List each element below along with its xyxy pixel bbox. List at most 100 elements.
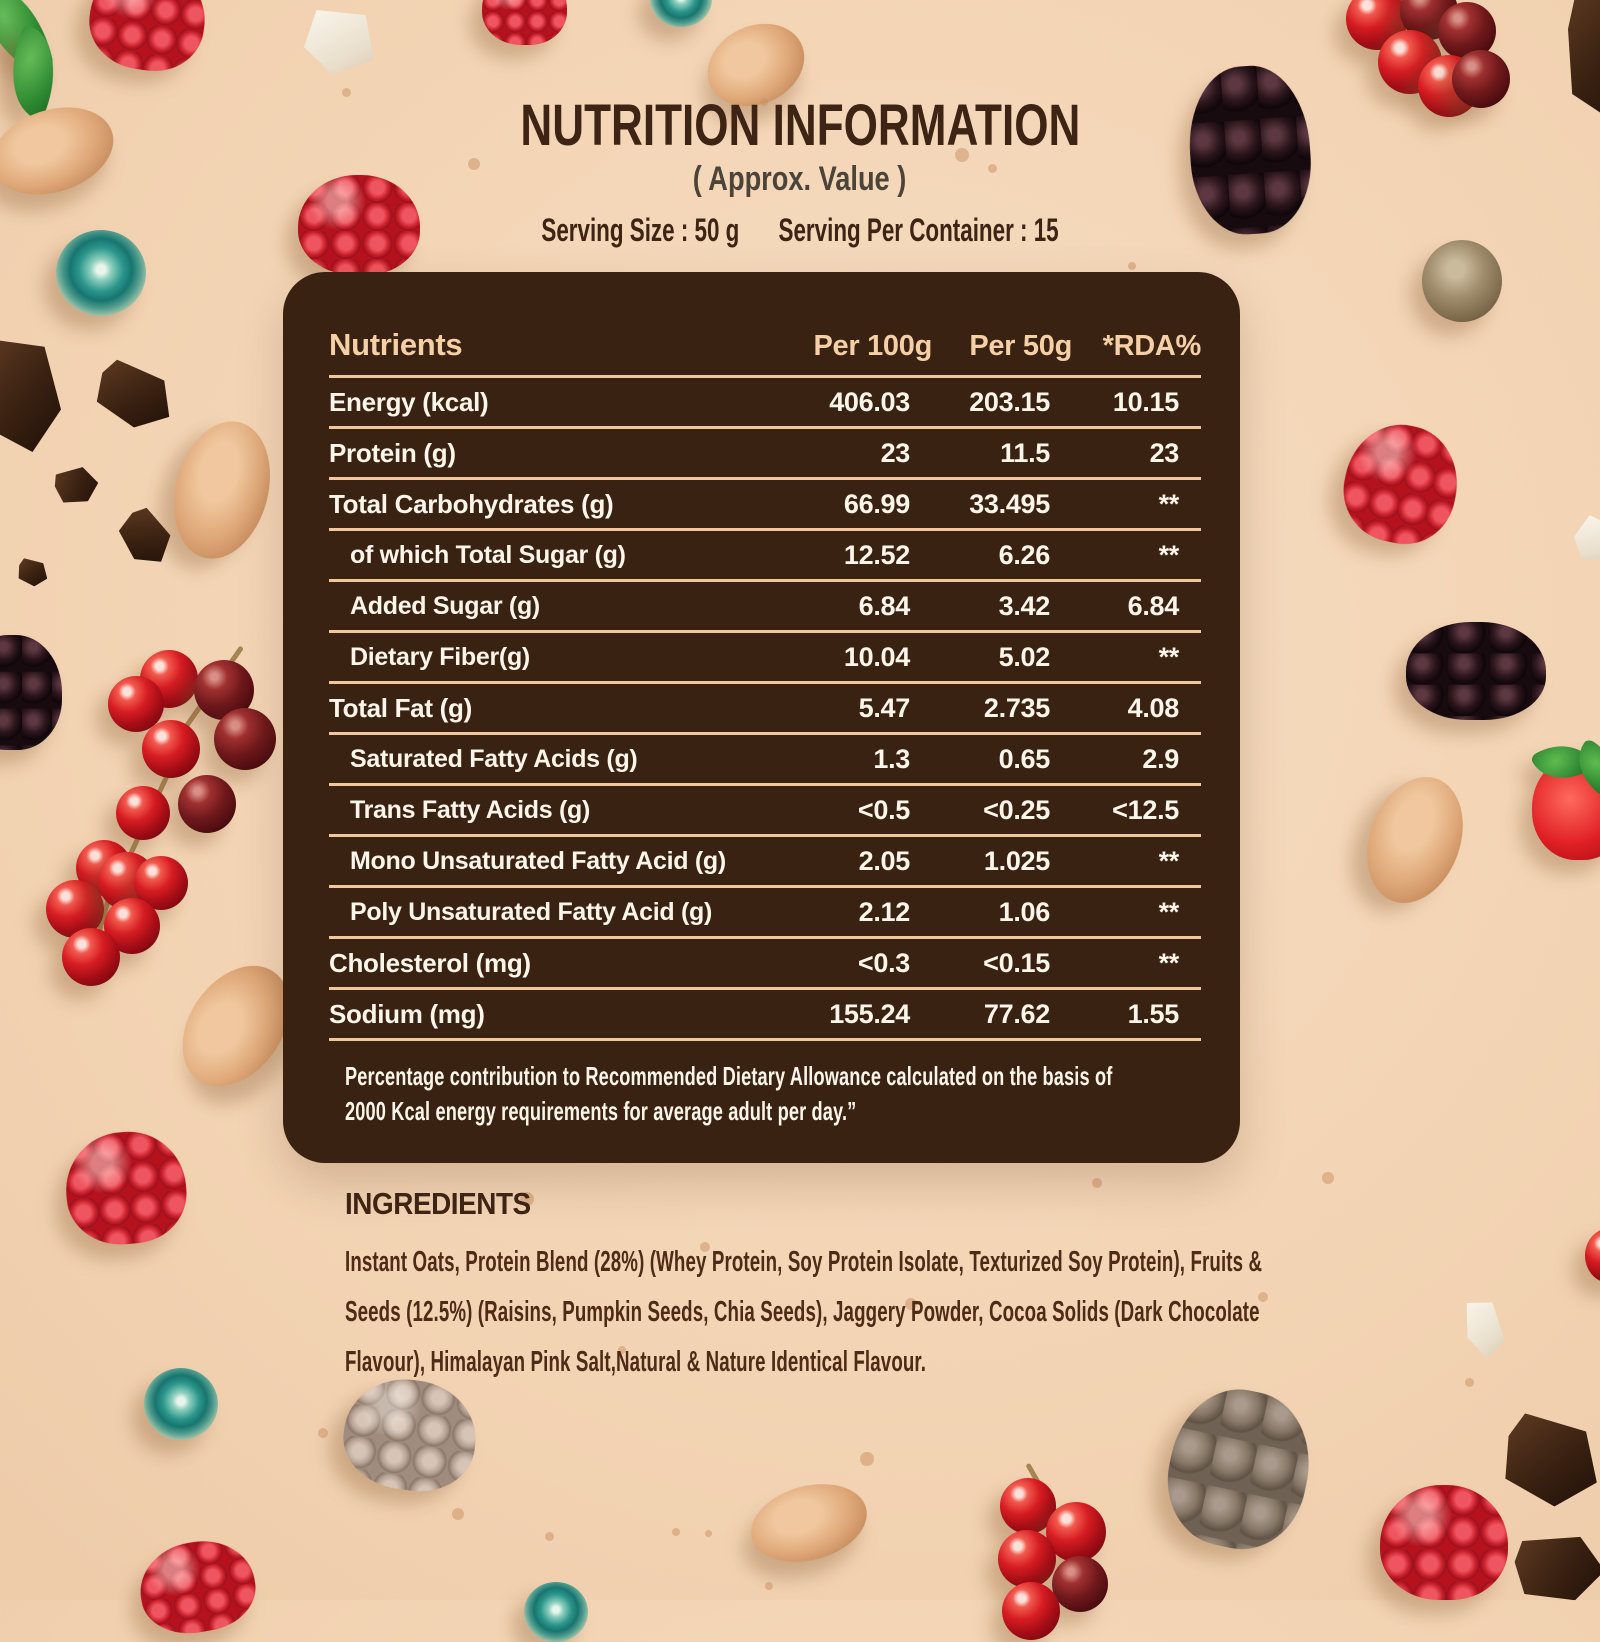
nutrient-label: Poly Unsaturated Fatty Acid (g): [350, 897, 713, 926]
value-per-50g: 3.42: [998, 590, 1051, 621]
blackberry-icon: [1406, 622, 1546, 720]
speckle-dot: [545, 1532, 554, 1541]
value-per-100g: 23: [880, 437, 911, 468]
value-rda: **: [1158, 641, 1180, 672]
speckle-dot: [1322, 1172, 1334, 1184]
table-row: Energy (kcal) 406.03 203.15 10.15: [329, 378, 1201, 429]
speckle-dot: [1128, 262, 1136, 270]
red-currant-icon: [998, 1530, 1056, 1588]
value-per-50g: 2.735: [983, 692, 1050, 723]
serving-size: Serving Size : 50 g: [541, 212, 740, 248]
speckle-dot: [318, 1428, 328, 1438]
red-currant-icon: [142, 720, 200, 778]
red-currant-icon: [1452, 50, 1510, 108]
rda-footnote: Percentage contribution to Recommended D…: [345, 1061, 1113, 1126]
table-row: Dietary Fiber(g) 10.04 5.02 **: [329, 633, 1201, 684]
value-per-50g: 77.62: [983, 998, 1050, 1029]
serving-info: Serving Size : 50 g Serving Per Containe…: [240, 212, 1360, 249]
speckle-dot: [860, 1452, 874, 1466]
value-per-50g: 203.15: [969, 386, 1050, 417]
value-per-100g: 155.24: [829, 998, 910, 1029]
ingredients-section: INGREDIENTS Instant Oats, Protein Blend …: [345, 1186, 1600, 1388]
table-row: Cholesterol (mg) <0.3 <0.15 **: [329, 939, 1201, 990]
red-currant-icon: [62, 928, 120, 986]
value-per-100g: 2.12: [858, 896, 911, 927]
blueberry-icon: [56, 230, 146, 316]
value-per-50g: 1.025: [983, 845, 1050, 876]
nutrient-label: Total Carbohydrates (g): [329, 488, 614, 519]
raspberry-icon: [298, 175, 420, 275]
speckle-dot: [452, 1508, 464, 1520]
value-rda: **: [1158, 896, 1180, 927]
value-rda: **: [1158, 488, 1180, 519]
value-per-50g: 33.495: [969, 488, 1050, 519]
roasted-berry-icon: [1422, 240, 1502, 322]
value-per-100g: <0.5: [857, 794, 910, 825]
table-row: Saturated Fatty Acids (g) 1.3 0.65 2.9: [329, 735, 1201, 786]
raspberry-icon: [1380, 1485, 1508, 1600]
table-row: Added Sugar (g) 6.84 3.42 6.84: [329, 582, 1201, 633]
nutrition-panel: Nutrients Per 100g Per 50g *RDA% Energy …: [283, 272, 1240, 1163]
strawberry-icon: [1532, 755, 1600, 860]
nutrient-label: Mono Unsaturated Fatty Acid (g): [350, 846, 726, 875]
value-per-50g: 0.65: [998, 743, 1051, 774]
red-currant-icon: [214, 708, 276, 770]
value-rda: **: [1158, 947, 1180, 978]
red-currant-icon: [1046, 1502, 1106, 1562]
value-per-100g: 5.47: [858, 692, 911, 723]
value-rda: 2.9: [1142, 743, 1179, 774]
label-content: NUTRITION INFORMATION ( Approx. Value ) …: [240, 93, 1600, 1388]
nutrient-label: Dietary Fiber(g): [350, 642, 530, 671]
value-per-50g: 6.26: [998, 539, 1051, 570]
nutrient-label: Added Sugar (g): [350, 591, 540, 620]
speckle-dot: [765, 1582, 773, 1590]
speckle-dot: [988, 164, 997, 173]
column-header-rda: *RDA%: [1102, 330, 1202, 362]
nutrition-table-header: Nutrients Per 100g Per 50g *RDA%: [329, 312, 1201, 378]
speckle-dot: [1465, 1378, 1474, 1387]
approx-value-subtitle: ( Approx. Value ): [693, 160, 907, 198]
value-rda: 1.55: [1127, 998, 1180, 1029]
red-currant-icon: [1585, 1228, 1600, 1283]
value-per-50g: <0.25: [983, 794, 1050, 825]
column-header-nutrients: Nutrients: [329, 327, 463, 362]
value-rda: 23: [1149, 437, 1180, 468]
value-rda: **: [1158, 539, 1180, 570]
table-row: Poly Unsaturated Fatty Acid (g) 2.12 1.06 *…: [329, 888, 1201, 939]
red-currant-icon: [108, 676, 164, 732]
value-per-100g: 1.3: [873, 743, 910, 774]
value-rda: 4.08: [1127, 692, 1180, 723]
value-per-100g: 2.05: [858, 845, 911, 876]
column-header-per-100g: Per 100g: [813, 330, 932, 362]
speckle-dot: [705, 1530, 712, 1537]
speckle-dot: [1092, 1178, 1102, 1188]
value-per-100g: <0.3: [857, 947, 910, 978]
value-rda: 10.15: [1112, 386, 1179, 417]
raspberry-icon: [482, 0, 567, 45]
table-row: Total Carbohydrates (g) 66.99 33.495 **: [329, 480, 1201, 531]
red-currant-icon: [116, 786, 170, 840]
nutrient-label: Total Fat (g): [329, 692, 472, 723]
speckle-dot: [520, 1192, 534, 1206]
speckle-dot: [342, 88, 351, 97]
nutrient-label: Cholesterol (mg): [329, 947, 531, 978]
value-per-50g: <0.15: [983, 947, 1050, 978]
value-per-100g: 66.99: [843, 488, 910, 519]
ingredients-text: Instant Oats, Protein Blend (28%) (Whey …: [345, 1246, 1263, 1378]
serving-per-container: Serving Per Container : 15: [778, 212, 1059, 248]
nutrition-table-body: Energy (kcal) 406.03 203.15 10.15 Protein (g…: [329, 378, 1201, 1041]
value-rda: <12.5: [1112, 794, 1179, 825]
value-per-50g: 5.02: [998, 641, 1051, 672]
table-row: Mono Unsaturated Fatty Acid (g) 2.05 1.025…: [329, 837, 1201, 888]
value-per-50g: 1.06: [998, 896, 1051, 927]
value-rda: **: [1158, 845, 1180, 876]
speckle-dot: [468, 158, 480, 170]
value-per-100g: 6.84: [858, 590, 911, 621]
nutrient-label: Trans Fatty Acids (g): [350, 795, 591, 824]
value-rda: 6.84: [1127, 590, 1180, 621]
speckle-dot: [672, 1528, 680, 1536]
page-title: NUTRITION INFORMATION: [520, 93, 1080, 158]
ingredients-heading: INGREDIENTS: [345, 1186, 531, 1221]
column-header-per-50g: Per 50g: [969, 330, 1072, 362]
nutrient-label: Energy (kcal): [329, 386, 489, 417]
